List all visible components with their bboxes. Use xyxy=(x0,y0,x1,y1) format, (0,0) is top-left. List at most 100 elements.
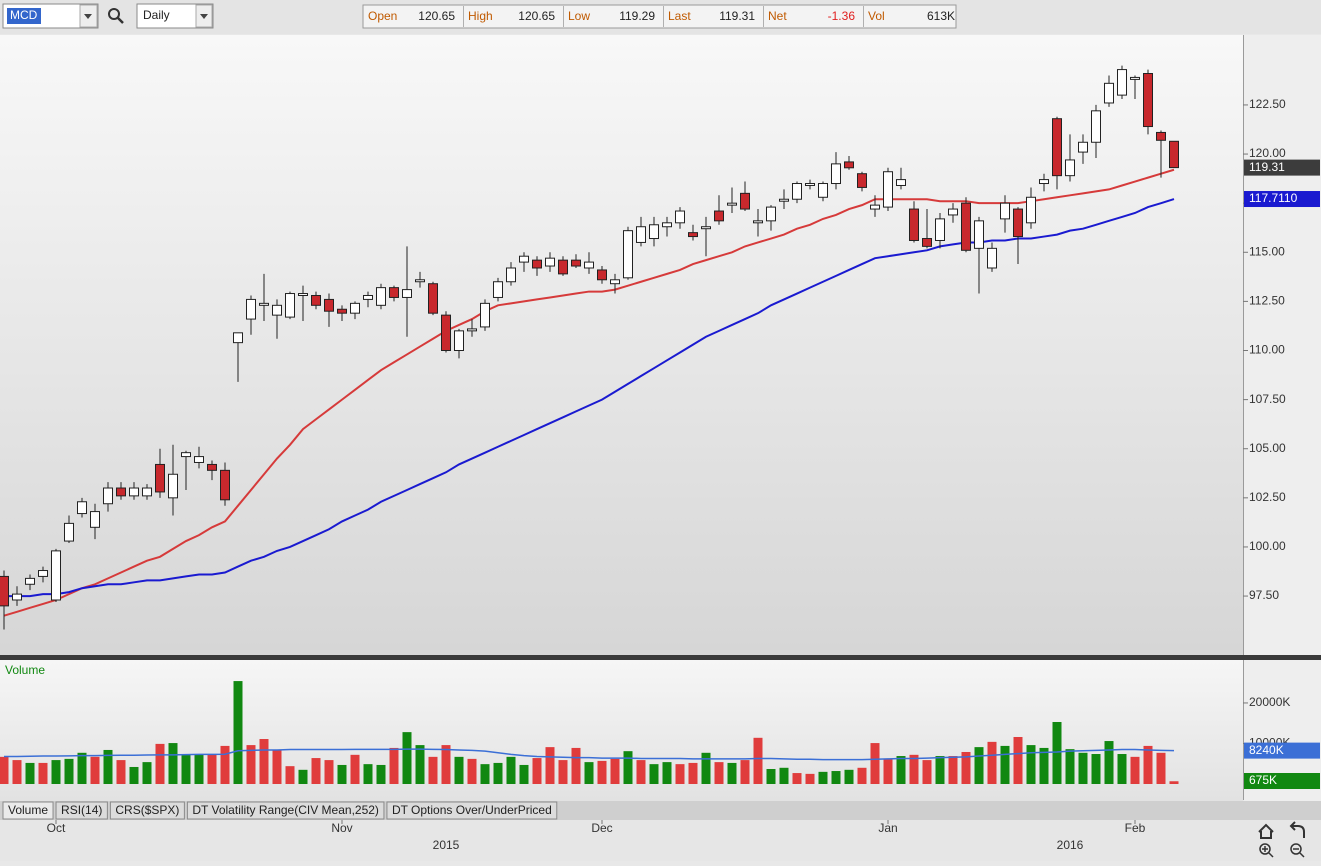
candle-body xyxy=(831,163,841,185)
volume-bar xyxy=(285,766,295,784)
quote-value: 119.31 xyxy=(719,9,755,23)
candle-body xyxy=(389,287,399,298)
quote-value: 120.65 xyxy=(418,9,455,23)
volume-bar xyxy=(246,745,256,784)
tab[interactable]: CRS($SPX) xyxy=(109,801,185,820)
candle-body xyxy=(363,294,373,300)
volume-bar xyxy=(441,745,451,784)
candle-body xyxy=(883,171,893,208)
period[interactable]: Daily xyxy=(143,8,170,22)
candle-body xyxy=(194,456,204,463)
volume-bar xyxy=(480,764,490,784)
x-tick-label: Oct xyxy=(47,821,66,835)
volume-bar xyxy=(1156,752,1166,784)
search-icon[interactable] xyxy=(108,8,120,20)
volume-bar xyxy=(103,749,113,784)
volume-bar xyxy=(779,767,789,784)
candle-body xyxy=(649,224,659,240)
candle-body xyxy=(818,183,828,198)
volume-bar xyxy=(1026,745,1036,784)
volume-bar xyxy=(805,773,815,784)
volume-bar xyxy=(662,762,672,784)
price-panel xyxy=(0,35,1243,655)
volume-bar xyxy=(1117,754,1127,784)
home-icon[interactable] xyxy=(1258,823,1274,839)
candle-body xyxy=(12,593,22,601)
volume-bar xyxy=(532,758,542,784)
candle-body xyxy=(259,302,269,306)
candle-body xyxy=(311,294,321,306)
candle-body xyxy=(181,452,191,458)
ma-value: 117.7110 xyxy=(1249,191,1298,205)
candle-body xyxy=(220,469,230,501)
volume-bar xyxy=(1169,781,1179,784)
tab-label[interactable]: DT Volatility Range(CIV Mean,252) xyxy=(192,803,379,817)
candle-body xyxy=(506,267,516,283)
tab[interactable]: RSI(14) xyxy=(55,801,108,820)
volume-bar xyxy=(1143,745,1153,784)
x-tick-label: Nov xyxy=(331,821,352,835)
volume-bar xyxy=(168,743,178,784)
candle-body xyxy=(792,183,802,200)
volume-bar xyxy=(922,760,932,784)
candle-body xyxy=(337,308,347,314)
candle-body xyxy=(779,198,789,202)
candle-body xyxy=(467,328,477,332)
x-tick-label: Dec xyxy=(591,821,612,835)
candle-body xyxy=(1117,69,1127,96)
volume-bar xyxy=(220,745,230,784)
zoom-out-icon[interactable] xyxy=(1290,843,1302,855)
year-label: 2015 xyxy=(433,838,460,852)
volume-bar xyxy=(64,758,74,784)
volume-bar xyxy=(1078,752,1088,784)
candle-body xyxy=(974,220,984,249)
quote-label: Vol xyxy=(868,9,885,23)
tab-label[interactable]: CRS($SPX) xyxy=(115,803,179,817)
candle-body xyxy=(168,473,178,499)
tab[interactable]: Volume xyxy=(2,801,54,820)
last-volume-badge xyxy=(1244,773,1320,789)
candle-body xyxy=(1130,76,1140,80)
y-tick-label: 97.50 xyxy=(1249,588,1279,602)
volume-bar xyxy=(1013,736,1023,784)
candle-body xyxy=(142,487,152,497)
tab[interactable]: DT Options Over/UnderPriced xyxy=(386,801,558,820)
undo-icon[interactable] xyxy=(1289,821,1305,838)
y-tick-label: 100.00 xyxy=(1249,539,1286,553)
volume-bar xyxy=(740,760,750,784)
candle-body xyxy=(1065,159,1075,177)
volume-average-value: 8240K xyxy=(1249,743,1284,757)
candle-body xyxy=(948,208,958,216)
tab-label[interactable]: Volume xyxy=(8,803,48,817)
quote-value: -1.36 xyxy=(828,9,856,23)
candle-body xyxy=(428,283,438,314)
volume-bar xyxy=(25,762,35,784)
tab-label[interactable]: RSI(14) xyxy=(61,803,102,817)
volume-bar xyxy=(155,743,165,784)
symbol[interactable]: MCD xyxy=(10,8,38,22)
candle-body xyxy=(207,463,217,471)
volume-bar xyxy=(454,756,464,784)
volume-bar xyxy=(571,747,581,784)
y-tick-label: 102.50 xyxy=(1249,490,1286,504)
volume-title: Volume xyxy=(5,663,45,677)
candle-body xyxy=(558,259,568,275)
candle-body xyxy=(38,570,48,577)
volume-bar xyxy=(714,762,724,784)
candle-body xyxy=(545,257,555,267)
candle-body xyxy=(51,550,61,601)
y-tick-label: 120.00 xyxy=(1249,146,1286,160)
volume-bar xyxy=(896,756,906,784)
tab[interactable]: DT Volatility Range(CIV Mean,252) xyxy=(186,801,385,820)
volume-bar xyxy=(987,741,997,784)
candle-body xyxy=(857,173,867,188)
volume-bar xyxy=(753,737,763,784)
zoom-in-icon[interactable] xyxy=(1259,843,1271,855)
x-tick-label: Jan xyxy=(878,821,897,835)
volume-average-badge xyxy=(1244,742,1320,759)
tab-label[interactable]: DT Options Over/UnderPriced xyxy=(392,803,552,817)
candle-body xyxy=(77,501,87,515)
candle-body xyxy=(1052,118,1062,177)
candle-body xyxy=(519,255,529,263)
volume-bar xyxy=(584,762,594,784)
